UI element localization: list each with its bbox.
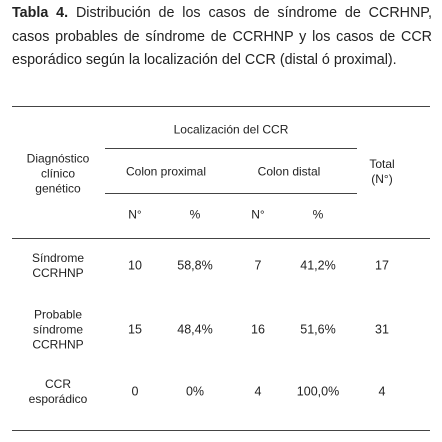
text-line: síndrome: [32, 322, 84, 337]
text-line: Probable: [33, 307, 83, 322]
text-line: CCRHNP: [32, 266, 84, 280]
text-line: esporádico: [28, 392, 88, 406]
table-cell: 48,4%: [177, 322, 213, 337]
total-header: Total (N°): [369, 157, 394, 187]
caption-label: Tabla 4.: [12, 5, 69, 21]
text-line: CCRHNP: [32, 337, 84, 352]
table-cell: 58,8%: [177, 258, 213, 273]
rule: [12, 106, 430, 107]
rule: [12, 430, 430, 431]
table-cell: 41,2%: [300, 258, 336, 273]
rule: [105, 193, 357, 194]
rule: [105, 148, 357, 149]
table-cell: 10: [128, 258, 142, 273]
diagnosis-header: Diagnóstico clínico genético: [27, 152, 90, 197]
location-header: Localización del CCR: [173, 122, 289, 137]
subcolumn-header: %: [312, 207, 324, 222]
table-cell: 31: [375, 322, 389, 337]
table-cell: 7: [254, 258, 262, 273]
group-header: Colon proximal: [125, 164, 207, 179]
table-cell: 4: [378, 384, 386, 399]
subcolumn-header: %: [189, 207, 201, 222]
text-line: clínico: [40, 166, 76, 181]
table-cell: 16: [251, 322, 265, 337]
rule: [12, 238, 430, 239]
subcolumn-header: N°: [251, 207, 265, 222]
table-cell: 0%: [185, 384, 205, 399]
table-cell: 0: [131, 384, 139, 399]
text-line: Síndrome: [31, 251, 85, 265]
table-cell: 4: [254, 384, 262, 399]
table-cell: 15: [128, 322, 142, 337]
table-cell: 51,6%: [300, 322, 336, 337]
row-diagnosis: Probable síndrome CCRHNP: [32, 308, 83, 353]
text-line: CCR: [45, 377, 71, 391]
caption: Tabla 4. Distribución de los casos de sí…: [12, 2, 432, 73]
row-diagnosis: Síndrome CCRHNP: [32, 251, 84, 281]
text-line: (N°): [371, 172, 393, 186]
text-line: Total: [369, 157, 395, 171]
caption-text: Distribución de los casos de síndrome de…: [12, 5, 432, 68]
text-line: genético: [35, 181, 81, 196]
row-diagnosis: CCR esporádico: [29, 377, 88, 407]
subcolumn-header: N°: [128, 207, 142, 222]
group-header: Colon distal: [257, 164, 321, 179]
table-cell: 100,0%: [296, 384, 340, 399]
text-line: Diagnóstico: [26, 151, 90, 166]
table-cell: 17: [375, 258, 389, 273]
